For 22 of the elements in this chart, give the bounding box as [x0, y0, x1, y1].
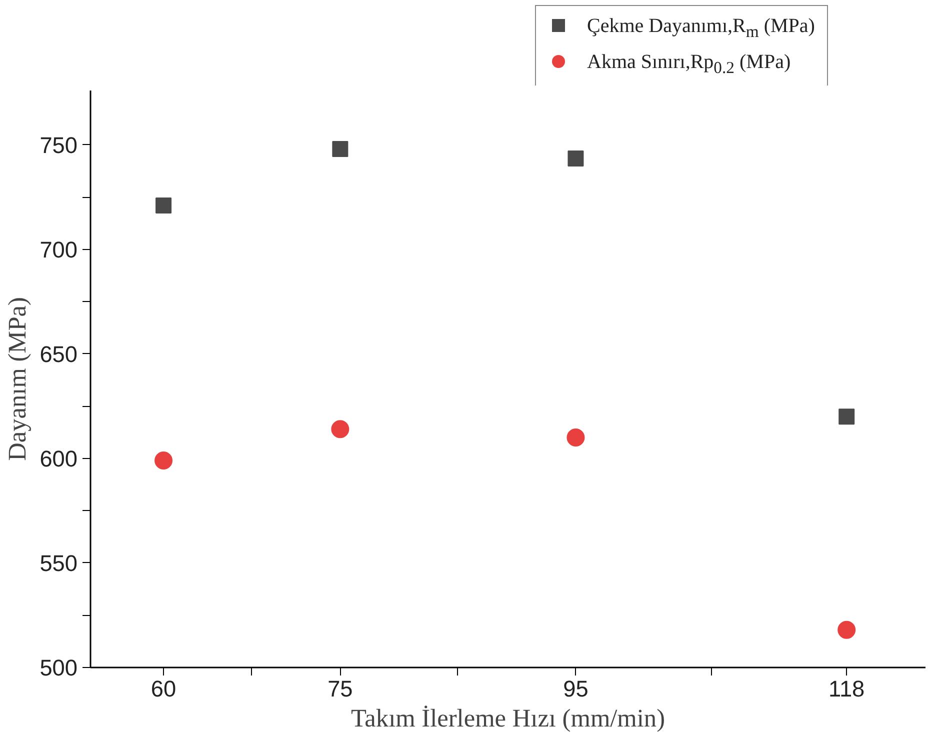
y-tick-label: 500	[40, 654, 78, 680]
point	[331, 420, 350, 438]
y-axis-title: Dayanım (MPa)	[4, 297, 32, 461]
y-tick-label: 600	[40, 445, 78, 472]
x-tick-label: 60	[150, 676, 176, 702]
x-axis-title: Takım İlerleme Hızı (mm/min)	[350, 704, 666, 732]
legend-label: Akma Sınırı,Rp$_{0.2}$ (MPa)	[586, 50, 792, 79]
y-tick-label: 550	[40, 550, 78, 576]
x-tick-label: 95	[563, 676, 588, 702]
point	[154, 452, 173, 470]
point	[838, 620, 856, 639]
point	[838, 408, 855, 425]
x-tick-label: 75	[328, 676, 353, 702]
y-tick-label: 700	[40, 236, 78, 262]
y-tick-label: 750	[40, 132, 78, 158]
point	[332, 141, 348, 158]
x-tick-label: 118	[828, 676, 865, 702]
point	[568, 150, 584, 166]
point	[566, 428, 585, 447]
point	[156, 197, 172, 214]
y-tick-label: 650	[40, 340, 78, 367]
legend-label: Çekme Dayanımı,R$_{m}$ (MPa)	[586, 14, 815, 43]
